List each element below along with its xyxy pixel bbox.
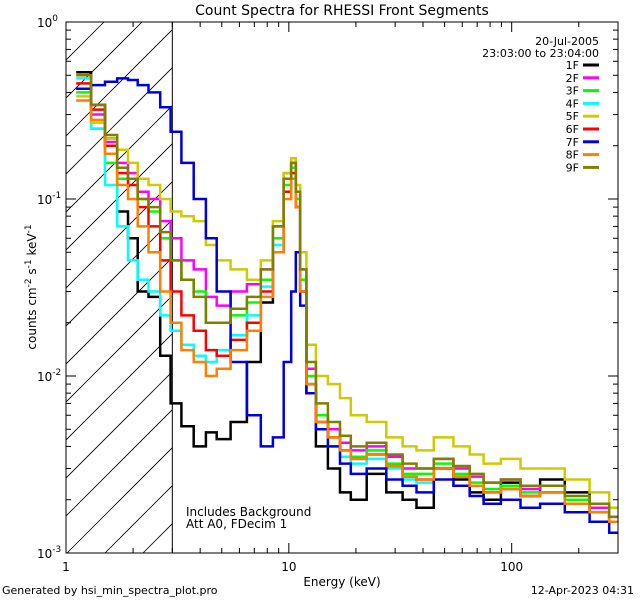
legend-label-3F: 3F [566,85,579,98]
series-line-7F [76,77,618,535]
legend-label-1F: 1F [566,59,579,72]
hatch-line [66,105,173,213]
legend-label-7F: 7F [566,136,579,149]
x-tick-labels: 1 10 100 [62,560,523,574]
hatch-line [66,447,173,553]
legend-label-5F: 5F [566,110,579,123]
hatch-line [66,409,173,517]
x-tick-label: 10 [281,560,296,574]
x-tick-label: 1 [62,560,70,574]
x-tick-label: 100 [500,560,523,574]
background-hatched-region [66,22,173,553]
chart-title: Count Spectra for RHESSI Front Segments [195,3,489,19]
series-line-8F [76,99,618,524]
note-attenuator: Att A0, FDecim 1 [186,517,287,531]
hatch-line [66,67,173,175]
legend-label-2F: 2F [566,72,579,85]
legend-label-8F: 8F [566,149,579,162]
note-background: Includes Background [186,505,311,519]
x-axis-label: Energy (keV) [303,575,380,589]
footer-generated-by: Generated by hsi_min_spectra_plot.pro [2,584,218,597]
plot-frame [65,21,619,554]
legend-label-4F: 4F [566,97,579,110]
series-line-9F [76,74,618,519]
y-tick-label: 10-3 [37,545,61,561]
y-tick-label: 100 [37,14,58,30]
series-lines [76,71,618,535]
axis-ticks [65,21,619,554]
hatch-line [66,257,173,365]
y-tick-labels: 100 10-1 10-2 10-3 [37,14,61,561]
legend-time-range: 23:03:00 to 23:04:00 [482,47,599,60]
legend-label-6F: 6F [566,123,579,136]
legend-label-9F: 9F [566,161,579,174]
hatch-line [66,371,173,479]
series-line-5F [76,95,618,510]
footer-timestamp: 12-Apr-2023 04:31 [531,584,634,597]
y-tick-label: 10-1 [37,191,61,207]
y-tick-label: 10-2 [37,368,61,384]
legend-date: 20-Jul-2005 [535,35,599,48]
hatch-line [66,219,173,327]
hatch-line [66,181,173,289]
y-axis-label: counts cm-2 s-1 keV-1 [24,224,39,349]
